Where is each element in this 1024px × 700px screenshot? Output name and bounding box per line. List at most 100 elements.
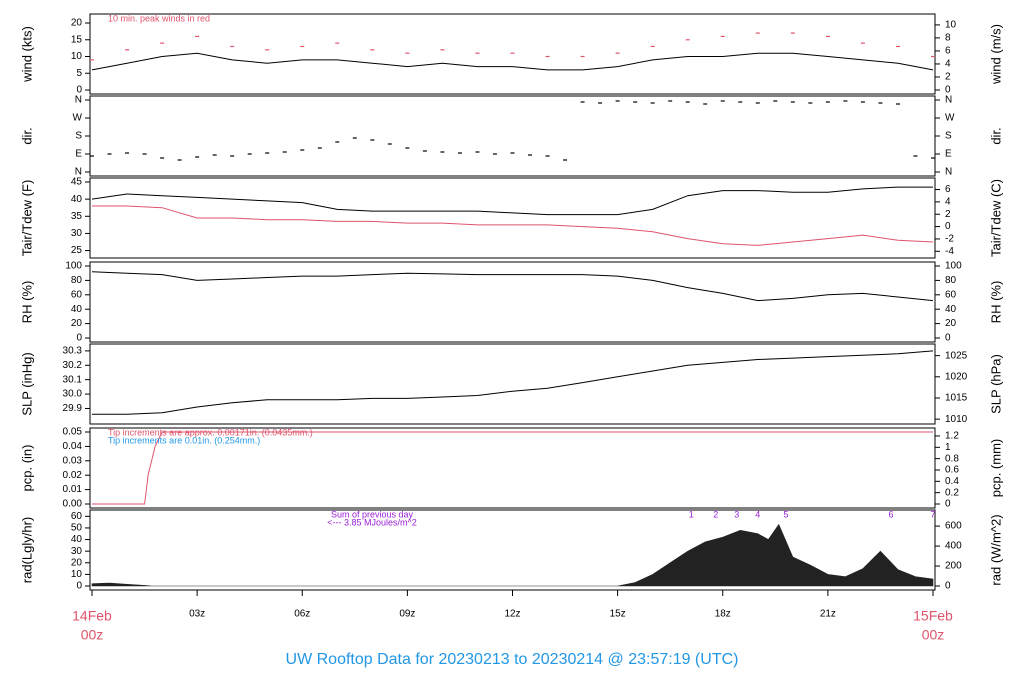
y-tick-label: 0.03 <box>63 455 83 466</box>
y2-tick-label: 1 <box>945 442 951 453</box>
y-tick-label: 0 <box>76 581 82 592</box>
y-tick-label: 35 <box>71 211 83 222</box>
y2-tick-label: 0.4 <box>945 476 959 487</box>
panel-frame <box>89 13 936 95</box>
sun-mark: 3 <box>734 509 739 519</box>
line <box>92 431 933 505</box>
y2-tick-label: 8 <box>945 33 951 44</box>
line <box>91 52 934 71</box>
y-tick-label: 0.02 <box>63 470 83 481</box>
x-date-label: 14Feb <box>72 608 112 624</box>
y-tick-label: 20 <box>71 557 83 568</box>
x-tick-label: 00z <box>922 627 945 643</box>
chart-title: UW Rooftop Data for 20230213 to 20230214… <box>286 651 739 668</box>
line <box>91 271 934 302</box>
annotation: 10 min. peak winds in red <box>108 13 210 23</box>
y2-tick-label: 4 <box>945 197 951 208</box>
y2-tick-label: 1025 <box>945 350 968 361</box>
area <box>91 523 934 587</box>
y2-tick-label: 6 <box>945 184 951 195</box>
y-tick-label: 0.05 <box>63 427 83 438</box>
y-tick-label: 30.0 <box>63 389 83 400</box>
y2-tick-label: -2 <box>945 234 954 245</box>
y2-tick-label: N <box>945 95 952 106</box>
y2-tick-label: N <box>945 167 952 178</box>
y2-tick-label: 1020 <box>945 371 968 382</box>
y-axis-label: Tair/Tdew (F) <box>19 180 34 257</box>
y-tick-label: N <box>75 167 82 178</box>
y-tick-label: N <box>75 95 82 106</box>
sun-mark: 1 <box>689 509 694 519</box>
y2-tick-label: 10 <box>945 20 957 31</box>
y2-axis-label: pcp. (mm) <box>988 439 1003 498</box>
y2-tick-label: 0 <box>945 221 951 232</box>
y-tick-label: 30 <box>71 228 83 239</box>
y2-tick-label: 80 <box>945 275 957 286</box>
y2-tick-label: S <box>945 131 952 142</box>
y2-tick-label: 0 <box>945 499 951 510</box>
y-tick-label: 10 <box>71 569 83 580</box>
y-tick-label: 10 <box>71 51 83 62</box>
y-tick-label: 30.2 <box>63 360 83 371</box>
y-tick-label: 60 <box>71 289 83 300</box>
y2-tick-label: 0 <box>945 581 951 592</box>
annotation: <--- 3.85 MJoules/m^2 <box>327 517 417 527</box>
y-tick-label: W <box>73 113 83 124</box>
x-tick-label: 06z <box>294 609 310 620</box>
x-tick-label: 18z <box>715 609 731 620</box>
y-tick-label: 45 <box>71 177 83 188</box>
x-tick-label: 00z <box>81 627 104 643</box>
y-tick-label: 0.00 <box>63 499 83 510</box>
y-tick-label: 29.9 <box>63 403 83 414</box>
x-tick-label: 15z <box>610 609 626 620</box>
y-axis-label: SLP (inHg) <box>19 352 34 415</box>
y-axis-label: wind (kts) <box>19 26 34 83</box>
y-tick-label: 30 <box>71 546 83 557</box>
y-tick-label: 0.04 <box>63 441 83 452</box>
y-axis-label: rad(Lgly/hr) <box>19 517 34 583</box>
y2-axis-label: wind (m/s) <box>988 24 1003 85</box>
y2-tick-label: 0 <box>945 85 951 96</box>
y2-tick-label: 0 <box>945 333 951 344</box>
y-tick-label: E <box>75 149 82 160</box>
sun-mark: 5 <box>783 509 788 519</box>
y2-tick-label: 20 <box>945 318 957 329</box>
annotation: Tip increments are approx. 0.00171in. (0… <box>108 427 313 437</box>
y-tick-label: 5 <box>76 68 82 79</box>
y2-tick-label: 600 <box>945 521 962 532</box>
y-axis-label: RH (%) <box>19 281 34 324</box>
y2-axis-label: SLP (hPa) <box>988 354 1003 414</box>
x-tick-label: 21z <box>820 609 836 620</box>
line <box>92 205 934 246</box>
x-tick-label: 12z <box>504 609 520 620</box>
y-tick-label: 30.3 <box>63 346 83 357</box>
y-tick-label: 25 <box>71 245 83 256</box>
y2-axis-label: dir. <box>988 127 1003 144</box>
y2-tick-label: 0.8 <box>945 453 959 464</box>
y2-tick-label: 400 <box>945 541 962 552</box>
y-axis-label: pcp. (in) <box>19 445 34 492</box>
y2-tick-label: 60 <box>945 289 957 300</box>
panel-frame <box>89 343 936 425</box>
y-tick-label: 30.1 <box>63 374 83 385</box>
y-tick-label: 20 <box>71 18 83 29</box>
y-tick-label: 20 <box>71 318 83 329</box>
panel-frame <box>89 177 936 259</box>
y2-tick-label: 2 <box>945 72 951 83</box>
y2-tick-label: W <box>945 113 955 124</box>
line <box>92 350 934 415</box>
y-tick-label: 50 <box>71 523 83 534</box>
y2-tick-label: 1015 <box>945 393 968 404</box>
y2-axis-label: Tair/Tdew (C) <box>988 179 1003 257</box>
y2-tick-label: -4 <box>945 246 954 257</box>
y-axis-label: dir. <box>19 127 34 144</box>
y-tick-label: 100 <box>65 261 82 272</box>
y2-tick-label: 100 <box>945 261 962 272</box>
y-tick-label: 80 <box>71 275 83 286</box>
y2-tick-label: 0.6 <box>945 465 959 476</box>
panel-frame <box>89 427 936 509</box>
y2-tick-label: 40 <box>945 304 957 315</box>
y-tick-label: 0 <box>76 333 82 344</box>
y2-tick-label: 2 <box>945 209 951 220</box>
